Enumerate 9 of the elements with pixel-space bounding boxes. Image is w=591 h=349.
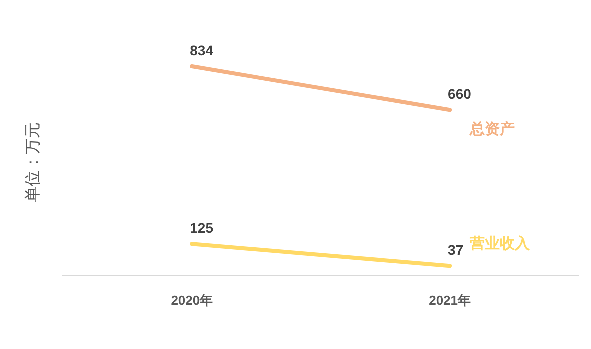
data-label: 834 [190,42,214,58]
y-axis-title: 单位：万元 [24,122,42,203]
series-label: 总资产 [469,121,516,138]
data-label: 125 [190,220,214,236]
x-tick-label: 2020年 [171,292,214,308]
data-label: 37 [448,242,464,258]
series-label: 营业收入 [469,235,532,252]
data-label: 660 [448,86,472,102]
x-tick-label: 2021年 [429,292,472,308]
